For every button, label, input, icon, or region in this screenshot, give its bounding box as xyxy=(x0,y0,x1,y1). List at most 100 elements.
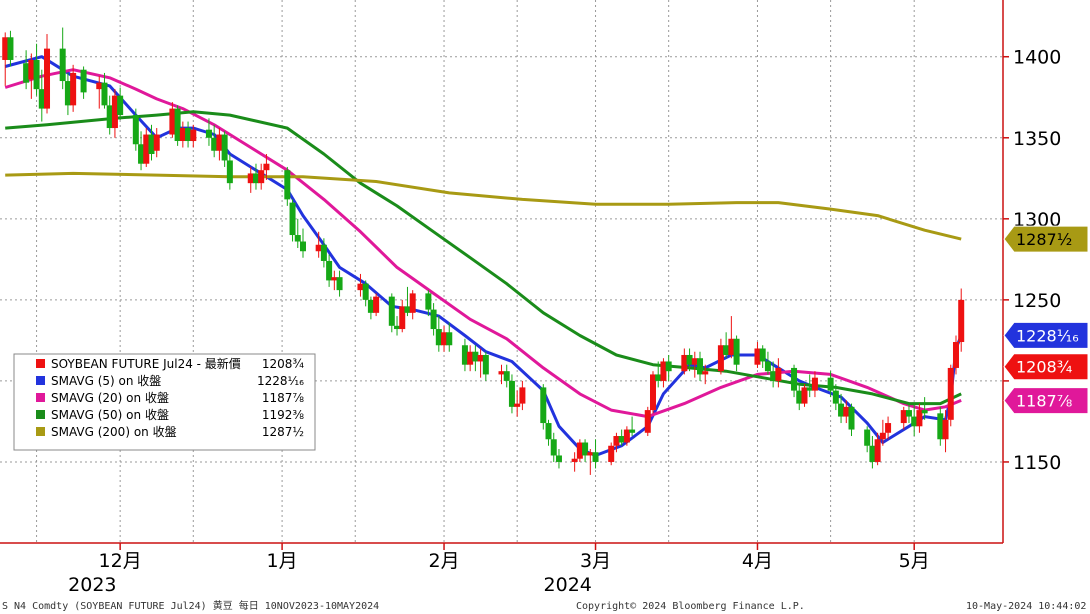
candle-up xyxy=(357,273,364,297)
legend-value: 1192⅜ xyxy=(262,408,305,422)
y-tick-label: 1350 xyxy=(1013,128,1061,150)
candle-body xyxy=(754,348,761,365)
candle-up xyxy=(258,163,265,190)
candle-down xyxy=(921,397,928,420)
candle-body xyxy=(44,48,51,109)
candle-body xyxy=(582,442,589,456)
candle-body xyxy=(226,160,233,184)
candle-up xyxy=(498,364,505,385)
candle-up xyxy=(775,358,782,388)
candle-up xyxy=(811,371,818,398)
candle-down xyxy=(827,371,834,398)
legend-value: 1208¾ xyxy=(262,357,305,371)
candle-body xyxy=(885,423,892,433)
candle-down xyxy=(59,27,66,90)
candle-body xyxy=(649,374,656,411)
candle-up xyxy=(143,128,150,167)
candle-body xyxy=(832,390,839,404)
candle-body xyxy=(681,354,688,372)
candle-body xyxy=(169,108,176,135)
candle-body xyxy=(357,283,364,291)
candle-body xyxy=(838,403,845,417)
footer-timestamp: 10-May-2024 10:44:02 xyxy=(966,601,1086,612)
candle-down xyxy=(629,416,636,437)
candle-body xyxy=(336,277,343,291)
candle-down xyxy=(404,286,411,317)
legend-value: 1287½ xyxy=(262,425,304,439)
price-tag: 1208¾ xyxy=(1003,353,1089,381)
candle-body xyxy=(811,377,818,391)
candle-body xyxy=(138,144,145,164)
candle-body xyxy=(503,371,510,381)
candle-body xyxy=(958,299,965,343)
x-tick-label: 12月 xyxy=(99,550,142,572)
legend-label: SMAVG (20) on 收盤 xyxy=(51,391,169,405)
candle-body xyxy=(587,452,594,456)
candle-down xyxy=(7,30,14,67)
candle-down xyxy=(174,105,181,146)
candle-up xyxy=(702,364,709,385)
candle-down xyxy=(435,316,442,352)
candle-body xyxy=(519,387,526,404)
candlesticks xyxy=(2,27,965,475)
y-tick-label: 1250 xyxy=(1013,290,1061,312)
x-tick-label: 2月 xyxy=(428,550,459,572)
candle-body xyxy=(179,128,186,142)
candle-up xyxy=(441,325,448,352)
candle-down xyxy=(38,69,45,122)
candle-body xyxy=(326,260,333,281)
candle-body xyxy=(540,387,547,424)
price-tag-shape xyxy=(1003,387,1089,415)
candle-body xyxy=(514,403,521,407)
candle-up xyxy=(754,342,761,368)
candle-up xyxy=(467,345,474,372)
candle-body xyxy=(441,332,448,346)
candle-body xyxy=(96,82,103,90)
candle-body xyxy=(477,354,484,362)
candle-up xyxy=(477,348,484,378)
candle-down xyxy=(326,254,333,287)
price-tag-shape xyxy=(1003,225,1089,253)
candle-body xyxy=(289,202,296,236)
candle-body xyxy=(900,410,907,424)
candle-body xyxy=(947,367,954,420)
candle-up xyxy=(916,403,923,433)
candle-up xyxy=(576,439,583,462)
candle-down xyxy=(592,439,599,469)
candle-up xyxy=(399,299,406,333)
candle-body xyxy=(205,129,212,138)
price-tag-label: 1187⅞ xyxy=(1016,392,1072,411)
candle-up xyxy=(2,32,9,86)
candle-body xyxy=(373,296,380,313)
y-tick-label: 1150 xyxy=(1013,452,1061,474)
candle-down xyxy=(697,351,704,381)
candle-up xyxy=(514,390,521,417)
legend-label: SMAVG (5) on 收盤 xyxy=(51,374,161,388)
candle-body xyxy=(644,410,651,433)
candle-up xyxy=(28,53,35,99)
candle-body xyxy=(916,410,923,427)
candle-body xyxy=(7,37,14,60)
candle-body xyxy=(409,293,416,313)
legend-value: 1228¹⁄₁₆ xyxy=(257,374,304,388)
y-axis-ticks: 1150 1250 1300 1350 1400 xyxy=(1003,47,1061,474)
ma-line-smavg20 xyxy=(4,68,962,419)
legend-swatch xyxy=(36,427,45,436)
candle-down xyxy=(320,238,327,268)
candle-body xyxy=(117,95,124,116)
candle-body xyxy=(394,325,401,330)
candle-down xyxy=(791,364,798,398)
candle-body xyxy=(258,170,265,184)
candle-body xyxy=(23,63,30,83)
candle-body xyxy=(848,406,855,430)
candle-body xyxy=(827,377,834,391)
candle-body xyxy=(2,37,9,60)
candle-body xyxy=(723,345,730,355)
candle-body xyxy=(571,458,578,462)
candle-body xyxy=(59,48,66,82)
candle-up xyxy=(70,64,77,112)
candle-up xyxy=(111,89,118,138)
candle-down xyxy=(336,270,343,297)
